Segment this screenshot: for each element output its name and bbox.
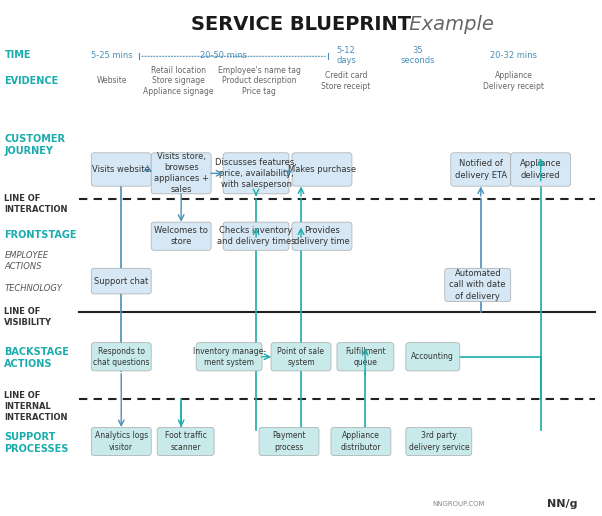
Text: LINE OF
VISIBILITY: LINE OF VISIBILITY (4, 307, 52, 327)
Text: Credit card
Store receipt: Credit card Store receipt (321, 71, 371, 91)
Text: NN/g: NN/g (547, 499, 577, 509)
FancyBboxPatch shape (259, 427, 319, 456)
Text: Example: Example (403, 15, 494, 34)
Text: Fulfillment
queue: Fulfillment queue (345, 347, 386, 367)
FancyBboxPatch shape (92, 427, 151, 456)
Text: EVIDENCE: EVIDENCE (4, 76, 58, 86)
FancyBboxPatch shape (92, 343, 151, 371)
Text: Visits website: Visits website (92, 165, 150, 174)
Text: BACKSTAGE
ACTIONS: BACKSTAGE ACTIONS (4, 347, 69, 369)
Text: Website: Website (97, 76, 128, 86)
Text: TECHNOLOGY: TECHNOLOGY (4, 284, 63, 293)
FancyBboxPatch shape (223, 222, 289, 250)
FancyBboxPatch shape (406, 427, 472, 456)
Text: Employee's name tag
Product description
Price tag: Employee's name tag Product description … (217, 66, 300, 96)
Text: Responds to
chat questions: Responds to chat questions (93, 347, 149, 367)
FancyBboxPatch shape (157, 427, 214, 456)
Text: FRONTSTAGE: FRONTSTAGE (4, 230, 77, 240)
Text: CUSTOMER
JOURNEY: CUSTOMER JOURNEY (4, 134, 66, 156)
Text: Retail location
Store signage
Appliance signage: Retail location Store signage Appliance … (143, 66, 214, 96)
Text: Provides
delivery time: Provides delivery time (294, 226, 350, 246)
Text: Automated
call with date
of delivery: Automated call with date of delivery (450, 269, 506, 300)
Text: EMPLOYEE
ACTIONS: EMPLOYEE ACTIONS (4, 250, 49, 270)
Text: Welcomes to
store: Welcomes to store (154, 226, 208, 246)
Text: Payment
process: Payment process (272, 431, 306, 452)
FancyBboxPatch shape (445, 268, 510, 302)
FancyBboxPatch shape (292, 222, 352, 250)
Text: Point of sale
system: Point of sale system (278, 347, 324, 367)
Text: SERVICE BLUEPRINT: SERVICE BLUEPRINT (191, 15, 411, 34)
FancyBboxPatch shape (406, 343, 460, 371)
FancyBboxPatch shape (92, 268, 151, 294)
Text: Accounting: Accounting (411, 352, 455, 361)
Text: NNGROUP.COM: NNGROUP.COM (433, 502, 485, 507)
Text: 3rd party
delivery service: 3rd party delivery service (409, 431, 469, 452)
Text: Support chat: Support chat (94, 277, 148, 285)
Text: Analytics logs
visitor: Analytics logs visitor (95, 431, 148, 452)
FancyBboxPatch shape (451, 153, 510, 186)
FancyBboxPatch shape (196, 343, 262, 371)
FancyBboxPatch shape (337, 343, 394, 371)
FancyBboxPatch shape (223, 153, 289, 194)
Text: SUPPORT
PROCESSES: SUPPORT PROCESSES (4, 431, 69, 454)
Text: Visits store,
browses
appliances +
sales: Visits store, browses appliances + sales (154, 152, 209, 195)
FancyBboxPatch shape (151, 222, 211, 250)
Text: Discusses features,
price, availability,
with salesperson: Discusses features, price, availability,… (215, 158, 297, 189)
FancyBboxPatch shape (92, 153, 151, 186)
Text: Appliance
distributor: Appliance distributor (341, 431, 381, 452)
FancyBboxPatch shape (271, 343, 331, 371)
Text: Notified of
delivery ETA: Notified of delivery ETA (455, 159, 507, 180)
Text: Checks inventory
and delivery times: Checks inventory and delivery times (217, 226, 296, 246)
Text: 5-12
days: 5-12 days (336, 45, 356, 65)
Text: Foot traffic
scanner: Foot traffic scanner (165, 431, 206, 452)
Text: 20-32 mins: 20-32 mins (490, 51, 537, 60)
FancyBboxPatch shape (151, 153, 211, 194)
Text: LINE OF
INTERNAL
INTERACTION: LINE OF INTERNAL INTERACTION (4, 391, 68, 423)
Text: 5-25 mins: 5-25 mins (92, 51, 133, 60)
Text: TIME: TIME (4, 50, 31, 60)
FancyBboxPatch shape (331, 427, 391, 456)
Text: Makes purchase: Makes purchase (288, 165, 356, 174)
FancyBboxPatch shape (292, 153, 352, 186)
Text: 20-50 mins: 20-50 mins (200, 51, 247, 60)
Text: Inventory manage-
ment system: Inventory manage- ment system (193, 347, 265, 367)
FancyBboxPatch shape (510, 153, 571, 186)
Text: Appliance
delivered: Appliance delivered (520, 159, 562, 180)
Text: Appliance
Delivery receipt: Appliance Delivery receipt (483, 71, 544, 91)
Text: 35
seconds: 35 seconds (400, 45, 435, 65)
Text: LINE OF
INTERACTION: LINE OF INTERACTION (4, 194, 68, 214)
